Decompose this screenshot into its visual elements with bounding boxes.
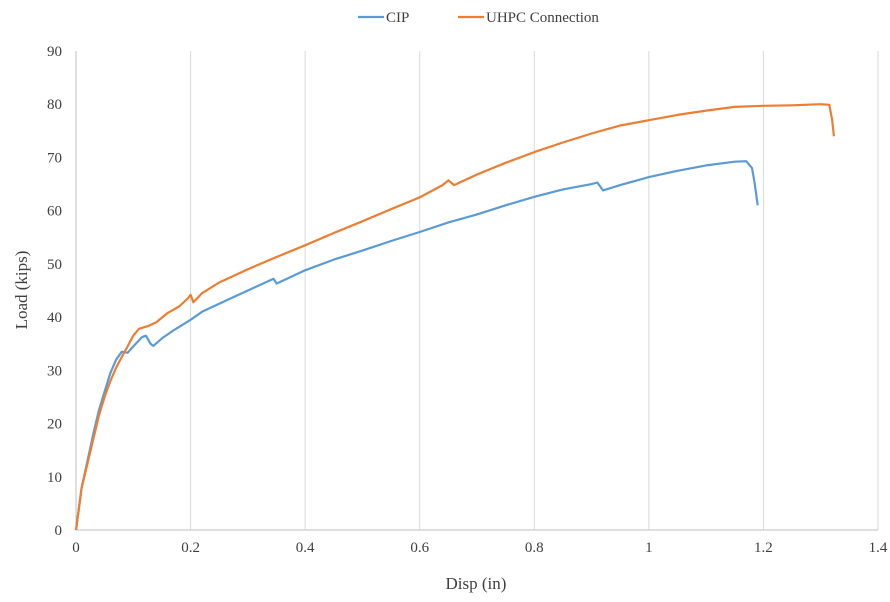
x-tick-label: 0 bbox=[72, 540, 80, 556]
legend-label-uhpc-connection: UHPC Connection bbox=[486, 10, 599, 26]
legend: CIP UHPC Connection bbox=[358, 10, 599, 26]
series-line-cip bbox=[74, 160, 759, 531]
y-tick-label: 0 bbox=[55, 523, 63, 539]
legend-label-cip: CIP bbox=[386, 10, 409, 26]
axes: 0 0.2 0.4 0.6 0.8 1 1.2 1.4 0 10 20 30 40 50 60 70 80 90 bbox=[47, 44, 888, 556]
y-axis-title: Load (kips) bbox=[12, 251, 31, 330]
x-tick-label: 1.2 bbox=[754, 540, 773, 556]
y-tick-label: 50 bbox=[47, 257, 62, 273]
y-tick-label: 60 bbox=[47, 204, 62, 220]
y-tick-label: 10 bbox=[47, 470, 62, 486]
y-tick-label: 20 bbox=[47, 417, 62, 433]
y-tick-label: 40 bbox=[47, 310, 62, 326]
series-line-uhpc-connection bbox=[74, 103, 835, 531]
x-tick-label: 0.6 bbox=[410, 540, 429, 556]
x-tick-label: 0.4 bbox=[296, 540, 315, 556]
y-tick-label: 90 bbox=[47, 44, 62, 60]
y-tick-label: 70 bbox=[47, 150, 62, 166]
y-tick-label: 30 bbox=[47, 363, 62, 379]
y-tick-label: 80 bbox=[47, 97, 62, 113]
x-tick-label: 1.4 bbox=[869, 540, 888, 556]
series-lines bbox=[74, 103, 835, 531]
x-axis-title: Disp (in) bbox=[446, 574, 507, 593]
x-tick-label: 0.8 bbox=[525, 540, 544, 556]
gridlines bbox=[190, 51, 879, 530]
x-tick-label: 1 bbox=[645, 540, 653, 556]
x-tick-label: 0.2 bbox=[181, 540, 200, 556]
